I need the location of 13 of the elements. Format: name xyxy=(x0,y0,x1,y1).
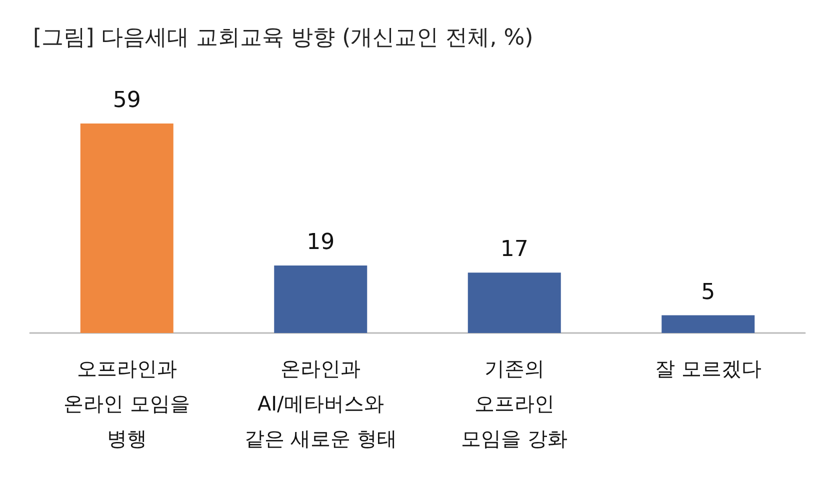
bar xyxy=(274,266,368,333)
data-label: 17 xyxy=(500,237,528,262)
data-label: 5 xyxy=(701,280,716,305)
chart-title: [그림] 다음세대 교회교육 방향 (개신교인 전체, %) xyxy=(33,26,534,50)
x-tick-label: 잘 모르겠다 xyxy=(654,356,762,380)
x-tick-label: 온라인과 AI/메타버스와 같은 새로운 형태 xyxy=(244,356,397,450)
bar xyxy=(80,124,174,333)
x-tick-label: 오프라인과 온라인 모임을 병행 xyxy=(64,356,190,450)
bar xyxy=(468,272,561,333)
data-label: 19 xyxy=(306,230,335,256)
bar xyxy=(662,315,755,333)
x-tick-label: 기존의 오프라인 모임을 강화 xyxy=(461,356,568,450)
data-label: 59 xyxy=(112,88,141,114)
